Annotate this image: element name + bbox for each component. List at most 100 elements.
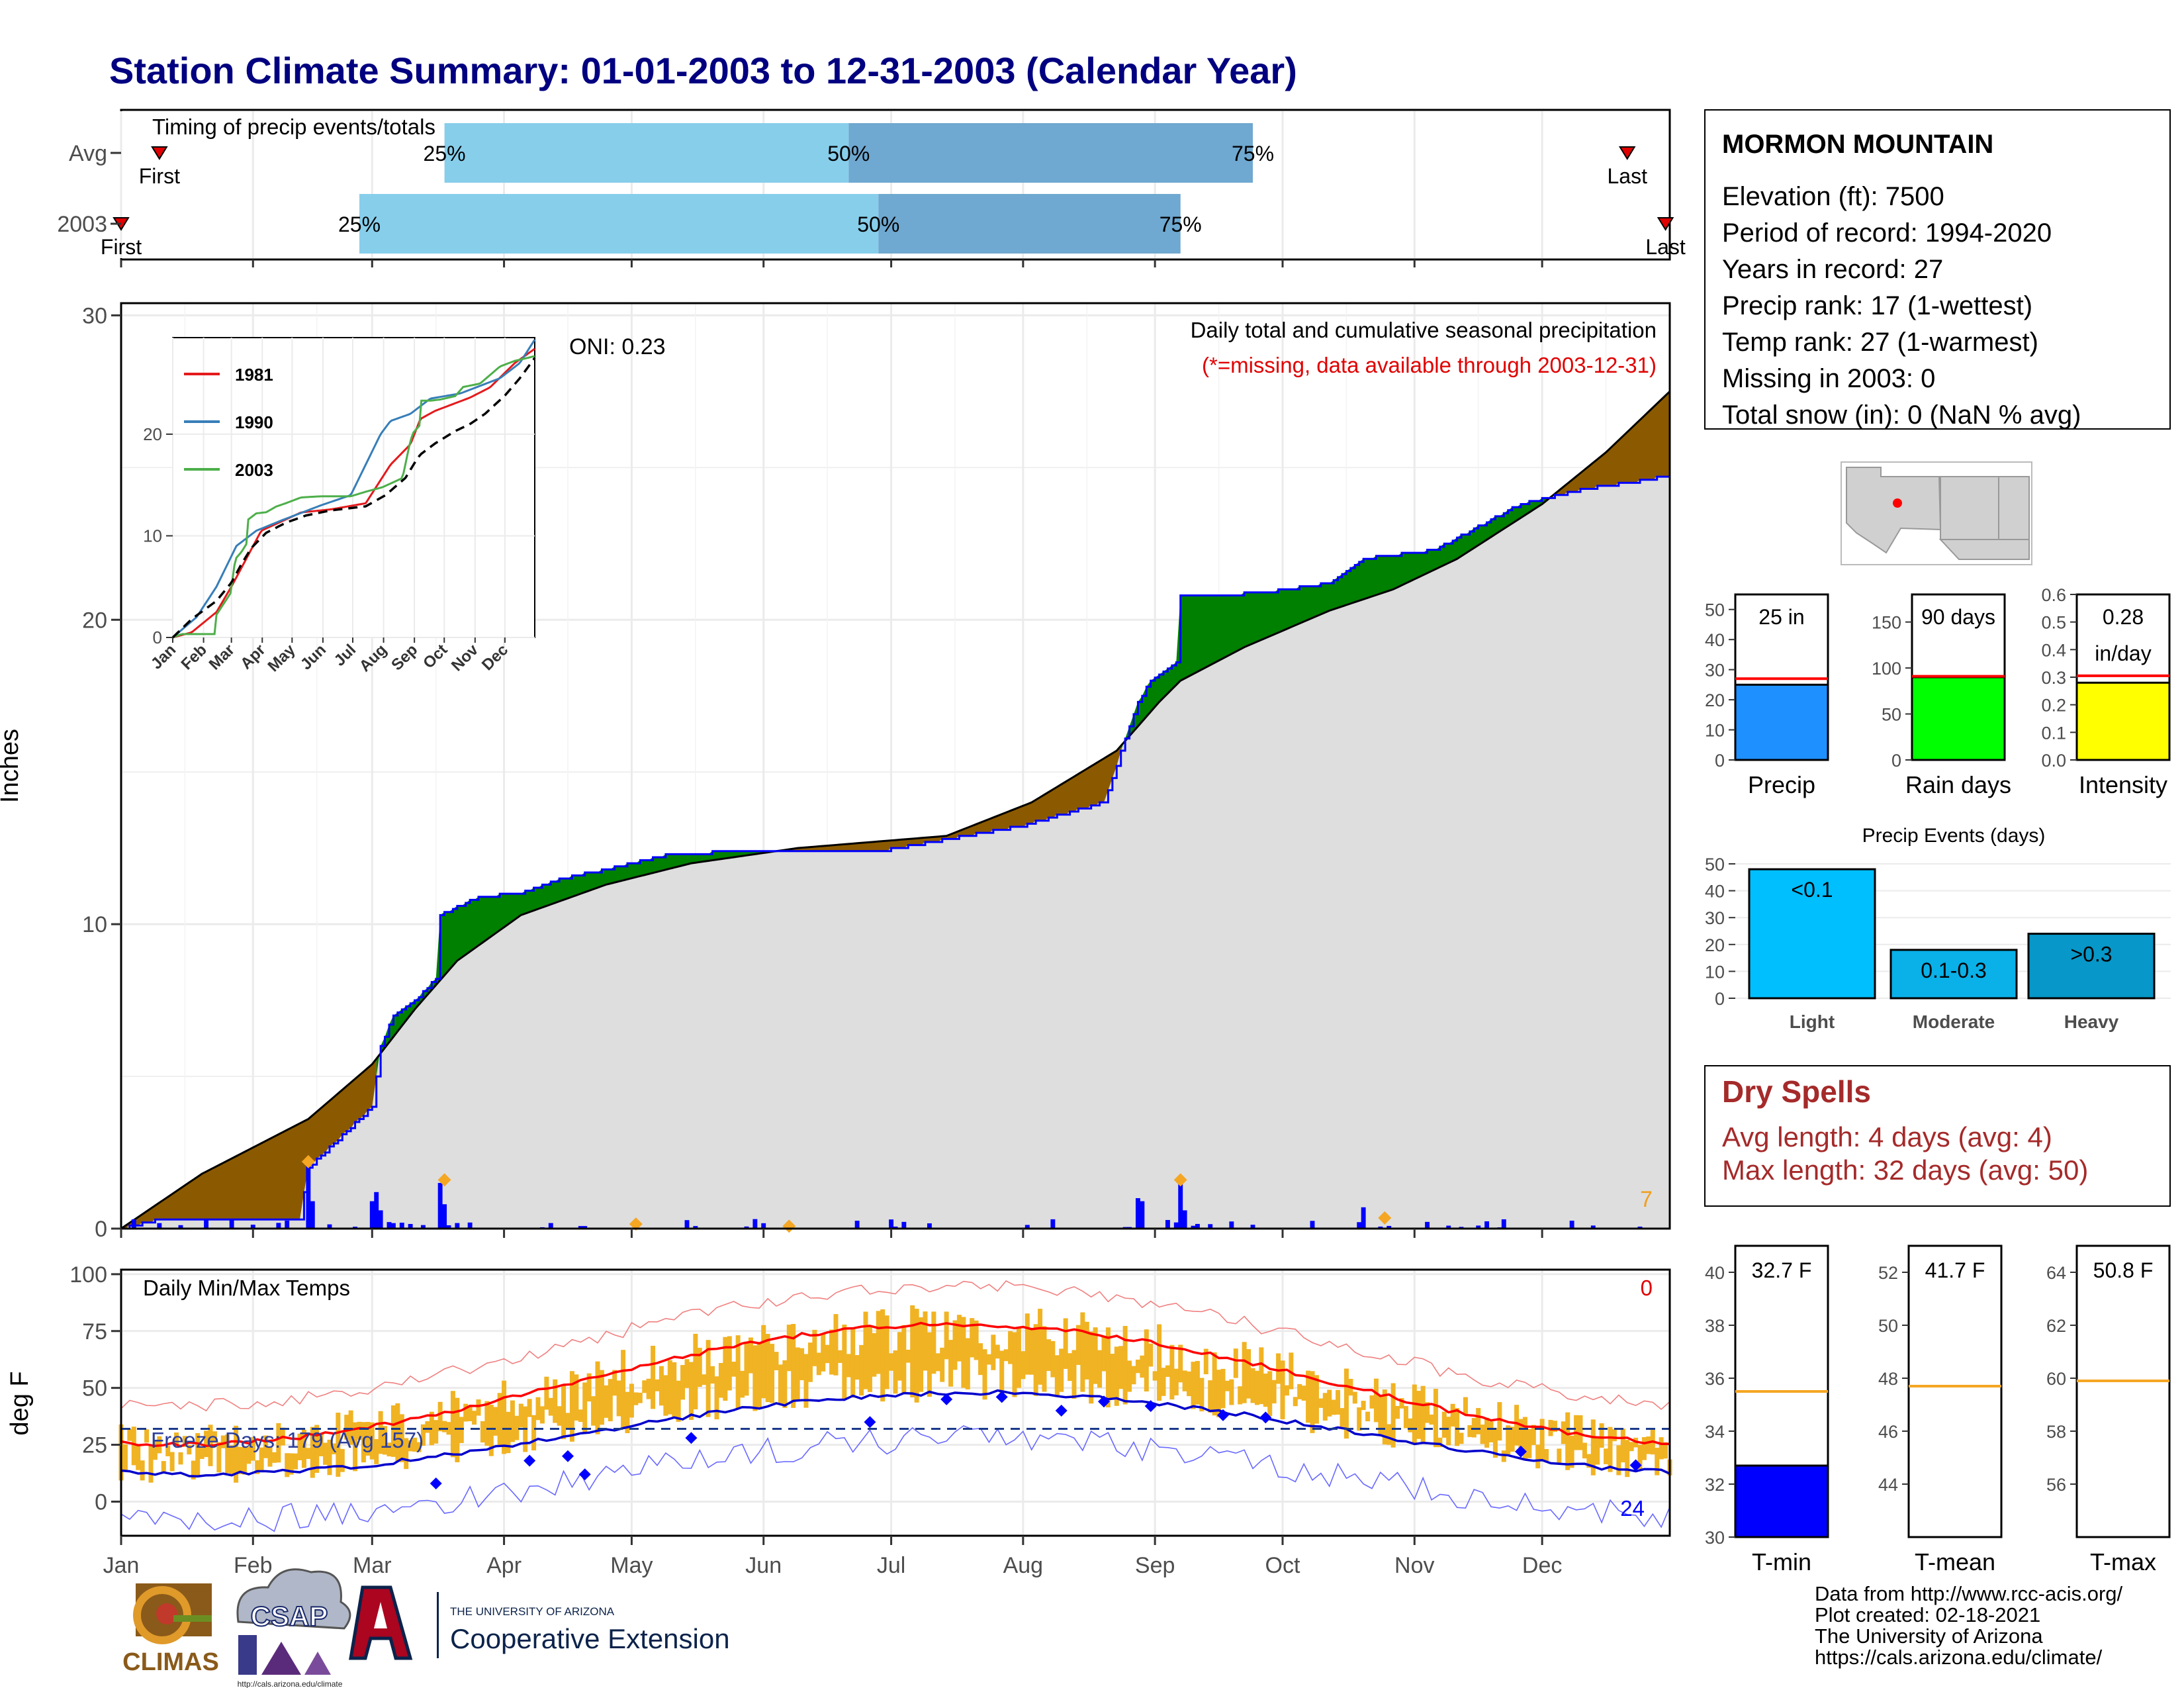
daily-temp-range-bar [1476,1408,1481,1434]
summary-bar-tick-label: 50 [1882,705,1901,725]
first-event-label: First [101,235,142,259]
precip-event-bar-moderate [1889,949,2018,1000]
daily-precip-bar [378,1210,383,1229]
month-label: Aug [1003,1553,1044,1578]
daily-temp-range-bar [557,1406,562,1426]
daily-temp-range-bar [569,1371,574,1442]
month-label: Dec [1522,1553,1562,1578]
precip-events-title: Precip Events (days) [1862,825,2046,847]
summary-bar-tick-label: 0.2 [2041,696,2066,716]
precip-event-category: Heavy [2064,1011,2119,1032]
temp-count-top: 0 [1641,1276,1653,1300]
daily-temp-range-bar [914,1309,919,1403]
average-min-line [120,1389,1670,1478]
temp-bar-frame [2075,1244,2171,1538]
station-precip-rank: Precip rank: 17 (1-wettest) [1722,291,2033,320]
daily-temp-range-bar [705,1340,711,1417]
daily-temp-range-bar [948,1340,954,1387]
daily-precip-bar [131,1219,136,1229]
daily-temp-range-bar [1641,1437,1647,1460]
daily-temp-range-bar [629,1383,634,1418]
month-label: Nov [1394,1553,1434,1578]
oni-label: ONI: 0.23 [569,334,666,359]
daily-temp-range-bar [825,1344,830,1364]
daily-temp-range-bar [1229,1379,1234,1405]
precip-y-tick-label: 20 [82,608,107,633]
daily-temp-range-bar [1637,1444,1643,1470]
first-event-label: First [139,164,180,188]
month-label: May [610,1553,653,1578]
daily-temp-range-bar [756,1342,762,1409]
daily-temp-range-bar [1441,1411,1447,1438]
daily-precip-bar [1637,1226,1643,1229]
temp-bar-tick-label: 32 [1705,1475,1725,1495]
record-precip-marker [1378,1211,1392,1225]
daily-temp-range-bar [791,1323,796,1408]
daily-temp-range-bar [659,1366,664,1406]
daily-temp-range-bar [527,1399,532,1417]
daily-temp-range-bar [905,1349,911,1363]
daily-temp-range-bar [1097,1350,1103,1388]
timing-bar-q50-q75 [848,123,1253,183]
daily-precip-bar [1140,1201,1145,1229]
daily-precip-bar [157,1223,162,1229]
station-missing: Missing in 2003: 0 [1722,364,1936,393]
daily-temp-range-bar [1182,1370,1187,1391]
daily-precip-bar [1050,1219,1056,1229]
daily-temp-range-bar [1506,1425,1511,1455]
daily-temp-range-bar [1135,1359,1140,1374]
daily-temp-range-bar [484,1401,490,1446]
record-low-marker [523,1454,536,1467]
temp-panel-frame [120,1268,1671,1537]
daily-temp-range-bar [437,1401,443,1432]
daily-temp-range-bar [169,1452,175,1472]
daily-temp-range-bar [378,1411,383,1454]
daily-temp-range-bar [651,1346,656,1409]
daily-temp-range-bar [752,1345,758,1411]
daily-temp-range-bar [1284,1385,1289,1396]
daily-temp-range-bar [735,1335,741,1409]
summary-bar-value-unit: in/day [2095,641,2151,665]
daily-precip-bar [437,1183,443,1229]
daily-precip-bar [1357,1222,1362,1229]
daily-temp-range-bar [488,1405,494,1456]
daily-precip-bar [1191,1225,1196,1229]
precip-event-bar-label: <0.1 [1791,878,1833,902]
daily-temp-range-bar [1373,1378,1379,1423]
daily-precip-bar [752,1219,758,1229]
daily-temp-range-bar [1586,1454,1592,1468]
daily-temp-range-bar [285,1453,290,1477]
daily-temp-range-bar [1144,1329,1149,1392]
daily-temp-range-bar [710,1366,715,1384]
daily-temp-range-bar [714,1376,719,1420]
last-event-marker [1618,146,1636,160]
daily-temp-range-bar [216,1442,222,1473]
last-event-label: Last [1607,164,1647,188]
month-label: Sep [1135,1553,1175,1578]
daily-precip-bar [1165,1219,1170,1229]
daily-temp-range-bar [1557,1448,1562,1463]
timing-title: Timing of precip events/totals [152,115,435,139]
daily-temp-range-bar [1544,1449,1549,1462]
daily-precip-bar [1135,1198,1140,1229]
daily-precip-bar [693,1226,698,1229]
timing-p75-label: 75% [1160,212,1202,236]
daily-precip-bar [455,1223,460,1229]
daily-temp-range-bar [1510,1427,1515,1452]
daily-precip-bar [178,1225,183,1229]
daily-temp-range-bar [676,1380,681,1422]
daily-temp-range-bar [1446,1417,1451,1446]
daily-temp-range-bar [807,1342,813,1382]
daily-temp-range-bar [127,1429,132,1441]
daily-temp-range-bar [518,1403,523,1428]
daily-temp-range-bar [408,1440,413,1452]
summary-bar-value: 0.28 [2103,605,2144,629]
daily-temp-range-bar [1050,1340,1056,1378]
daily-temp-range-bar [1595,1438,1600,1465]
precip-panel-title: Daily total and cumulative seasonal prec… [1191,318,1657,342]
station-period: Period of record: 1994-2020 [1722,218,2052,248]
temp-y-tick-label: 0 [95,1489,107,1515]
temp-bar-tick-label: 58 [2046,1422,2066,1442]
summary-bar-value: 25 in [1758,605,1804,629]
temp-ylabel: deg F [6,1371,34,1435]
